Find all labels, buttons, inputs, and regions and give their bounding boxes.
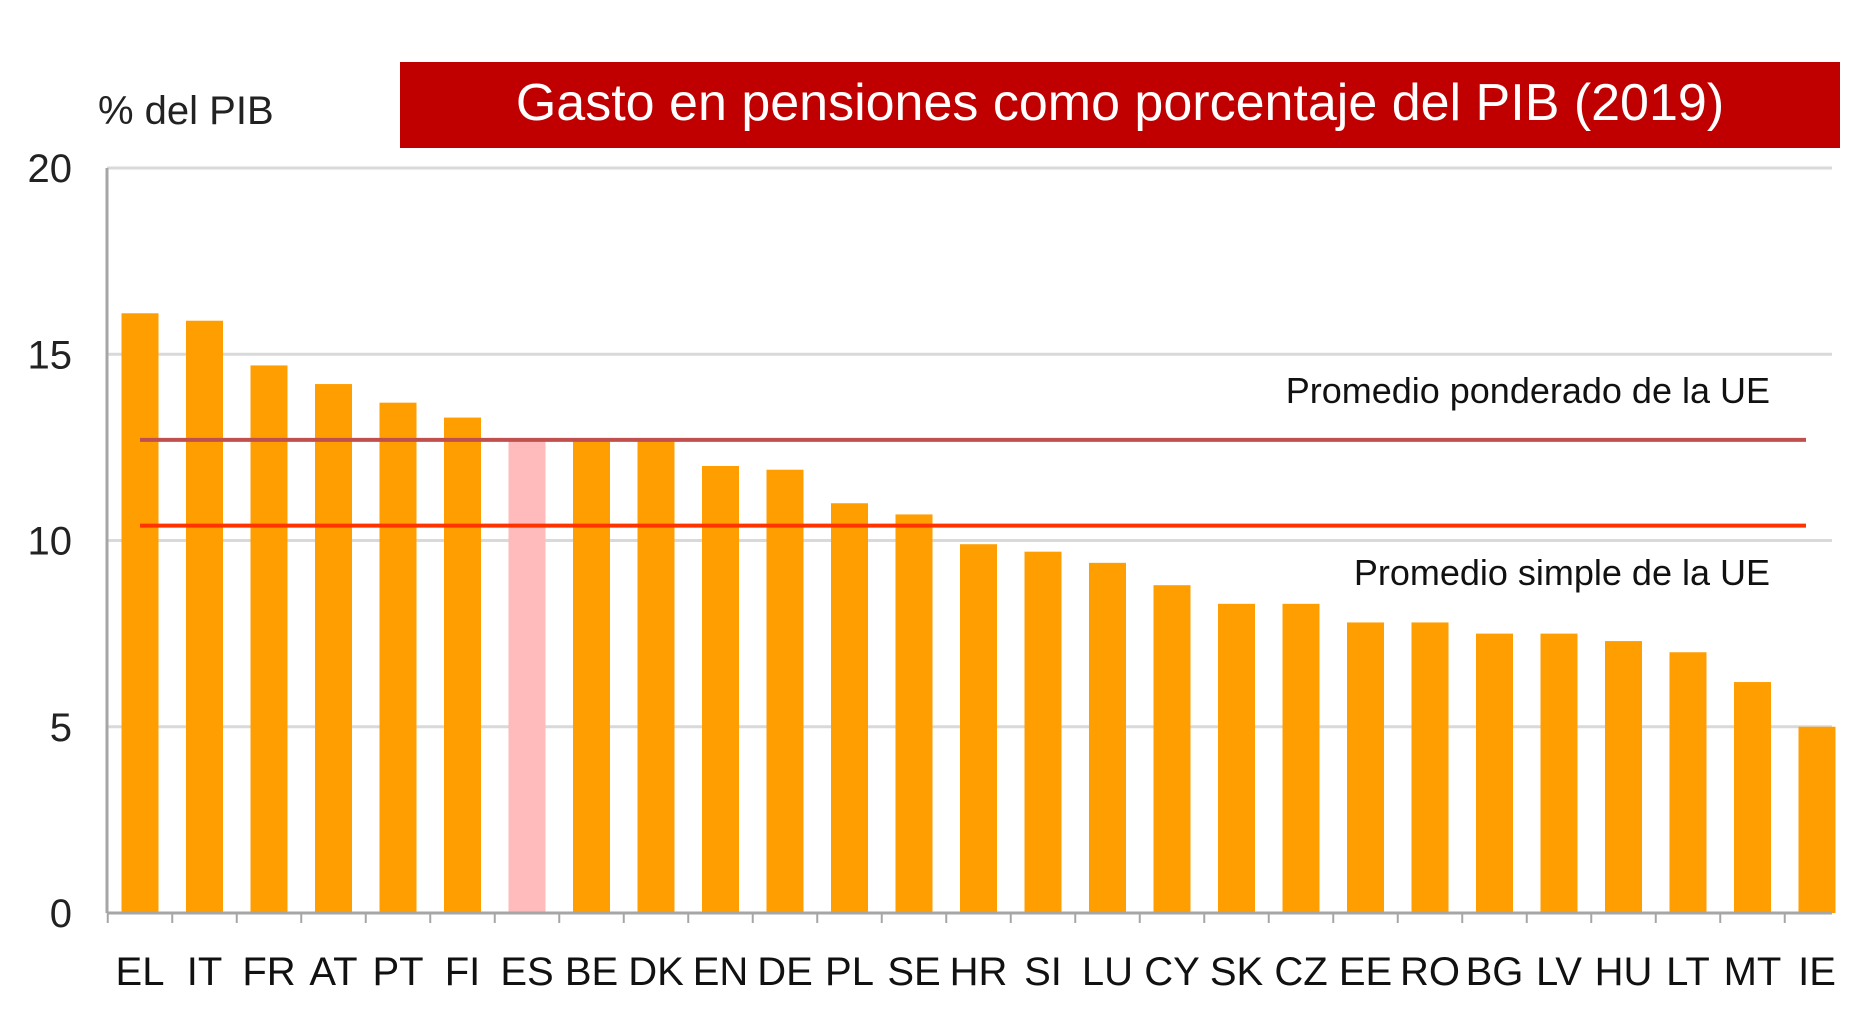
x-tick-label: CY — [1144, 950, 1200, 994]
x-tick-label: IE — [1798, 950, 1836, 994]
bars — [121, 313, 1836, 914]
x-tick-label: FI — [445, 950, 481, 994]
x-tick-label: BG — [1466, 950, 1524, 994]
bar-cy — [1153, 585, 1191, 913]
x-tick-label: LU — [1082, 950, 1133, 994]
bar-be — [573, 439, 610, 913]
bar-hr — [960, 544, 997, 913]
x-tick-label: SK — [1210, 950, 1264, 994]
bar-fi — [444, 417, 481, 913]
y-axis-label: % del PIB — [98, 89, 274, 133]
y-tick-label: 0 — [50, 892, 72, 936]
x-tick-label: SI — [1024, 950, 1062, 994]
bar-el — [121, 313, 159, 913]
x-tick-label: HU — [1595, 950, 1653, 994]
x-tick-label: PL — [825, 950, 874, 994]
x-tick-label: FR — [242, 950, 295, 994]
bar-ie — [1798, 726, 1836, 913]
chart-title: Gasto en pensiones como porcentaje del P… — [516, 74, 1724, 132]
x-tick-label: EN — [693, 950, 749, 994]
bar-at — [315, 384, 352, 913]
x-tick-label: LV — [1536, 950, 1582, 994]
y-tick-labels: 0 5 10 15 20 — [28, 147, 73, 936]
x-tick-label: EE — [1339, 950, 1392, 994]
bar-mt — [1734, 682, 1771, 913]
bar-ee — [1347, 622, 1384, 913]
bar-pl — [831, 503, 868, 913]
bar-en — [702, 466, 739, 913]
bar-hu — [1605, 641, 1642, 913]
x-tick-label: CZ — [1274, 950, 1327, 994]
bar-it — [186, 320, 223, 914]
x-tick-label: DE — [757, 950, 813, 994]
x-tick-label: RO — [1400, 950, 1460, 994]
bar-lv — [1540, 633, 1578, 913]
weighted-average-label: Promedio ponderado de la UE — [1286, 370, 1770, 411]
y-tick-label: 20 — [28, 147, 73, 191]
x-tick-label: ES — [500, 950, 553, 994]
y-tick-label: 5 — [50, 706, 72, 750]
x-tick-labels: EL IT FR AT PT FI ES BE DK EN DE PL SE HR SI LU CY SK CZ EE… — [106, 913, 1836, 994]
bar-pt — [379, 402, 417, 913]
bar-se — [895, 514, 933, 913]
x-tick-label: AT — [309, 950, 357, 994]
bar-ro — [1411, 622, 1449, 913]
bar-lt — [1669, 652, 1707, 913]
x-tick-label: BE — [565, 950, 618, 994]
x-tick-label: SE — [887, 950, 940, 994]
x-tick-label: EL — [116, 950, 165, 994]
y-tick-label: 10 — [28, 520, 73, 564]
simple-average-label: Promedio simple de la UE — [1354, 552, 1770, 593]
x-tick-label: LT — [1666, 950, 1710, 994]
x-tick-label: IT — [187, 950, 223, 994]
x-tick-label: PT — [372, 950, 423, 994]
bar-sk — [1218, 603, 1255, 913]
bar-dk — [637, 439, 675, 913]
reference-lines: Promedio ponderado de la UE Promedio simp… — [140, 370, 1806, 593]
bar-fr — [250, 365, 288, 913]
bar-bg — [1476, 633, 1513, 913]
bar-de — [766, 469, 804, 913]
y-tick-label: 15 — [28, 333, 73, 377]
x-tick-label: DK — [628, 950, 684, 994]
bar-es — [508, 439, 546, 913]
bar-si — [1024, 551, 1062, 913]
x-tick-label: HR — [950, 950, 1008, 994]
bar-cz — [1282, 603, 1320, 913]
bar-lu — [1089, 562, 1126, 913]
title-banner — [400, 62, 1840, 148]
x-tick-label: MT — [1724, 950, 1782, 994]
